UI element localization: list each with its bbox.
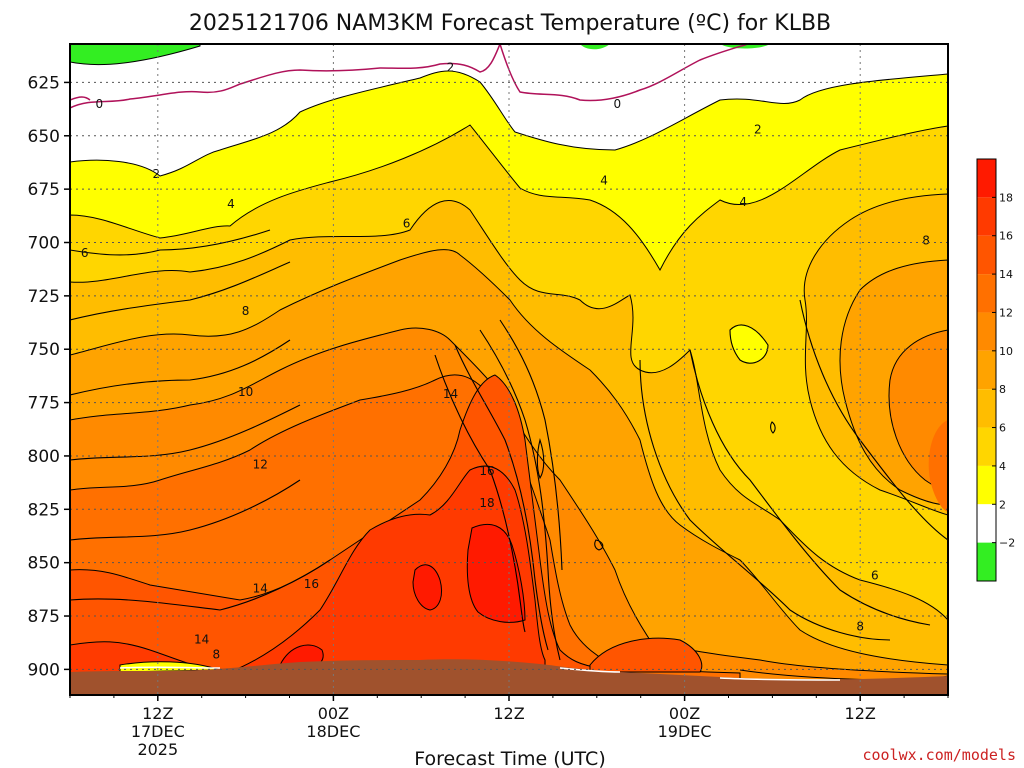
colorbar: 18 16 14 12 10 8 6 4 2 −2 [976, 158, 1015, 582]
contour-label: 6 [871, 568, 879, 582]
colorbar-swatch [977, 350, 996, 390]
contour-label: 14 [443, 387, 458, 401]
band-18-brightred [466, 523, 526, 623]
y-tick-label: 675 [28, 180, 60, 200]
colorbar-swatch [977, 389, 996, 428]
y-tick-label: 875 [28, 607, 60, 627]
colorbar-swatch [977, 197, 996, 236]
x-tick-label: 12Z [493, 704, 524, 723]
y-tick-label: 625 [28, 73, 60, 93]
colorbar-label: 16 [999, 230, 1013, 243]
contour-label: 4 [227, 197, 235, 211]
x-tick-label: 00Z [669, 704, 700, 723]
contour-labels: 2002244466881012141618141614868 [81, 60, 930, 661]
colorbar-swatch [977, 312, 996, 351]
band-16-lowright [589, 637, 703, 673]
colorbar-label: 6 [999, 422, 1006, 435]
colorbar-label: 14 [999, 268, 1013, 281]
temperature-field [70, 44, 948, 695]
contour-label: 14 [253, 581, 268, 595]
y-tick-label: 800 [28, 447, 60, 467]
colorbar-swatch [977, 235, 996, 275]
y-tick-label: 725 [28, 287, 60, 307]
y-tick-label: 700 [28, 234, 60, 254]
band-12-right [928, 420, 948, 512]
contour-label: 6 [81, 246, 89, 260]
contour-label: 0 [613, 97, 621, 111]
x-tick-date: 17DEC [131, 722, 185, 741]
colorbar-swatch [977, 427, 996, 466]
contour-label: 0 [95, 97, 103, 111]
contour-label: 14 [194, 633, 209, 647]
band-18-brightred [412, 564, 443, 611]
colorbar-swatch [977, 159, 996, 198]
x-tick-year: 2025 [137, 740, 178, 759]
contour-label: 6 [403, 216, 411, 230]
contour-label: 2 [754, 122, 762, 136]
contour-label: 8 [922, 233, 930, 247]
colorbar-label: 12 [999, 306, 1013, 319]
freezing-line [70, 44, 501, 109]
freezing-line [70, 96, 91, 101]
colorbar-label: −2 [999, 537, 1015, 550]
x-gridlines [157, 44, 861, 695]
contour-label: 2 [153, 167, 161, 181]
x-tick-label: 12Z [845, 704, 876, 723]
x-axis-label: Forecast Time (UTC) [414, 748, 605, 768]
contour-lines [70, 229, 948, 681]
y-tick-label: 850 [28, 554, 60, 574]
x-tick-label: 12Z [142, 704, 173, 723]
colorbar-label: 18 [999, 191, 1013, 204]
contour-label: 4 [739, 195, 747, 209]
ground-fill [70, 659, 948, 695]
colorbar-swatch [977, 274, 996, 313]
contour-label: 16 [304, 577, 319, 591]
contour-label: 8 [213, 647, 221, 661]
x-tick-date: 19DEC [658, 722, 712, 741]
contour-label: 10 [238, 385, 253, 399]
contour-label: 4 [600, 174, 608, 188]
contour-label: 8 [242, 304, 250, 318]
colorbar-swatch [977, 542, 996, 581]
colorbar-label: 10 [999, 345, 1013, 358]
y-axis: 625 650 675 700 725 750 775 800 825 850 875 900 [28, 73, 70, 680]
y-tick-label: 650 [28, 127, 60, 147]
contour-label: 18 [479, 496, 494, 510]
chart-title: 2025121706 NAM3KM Forecast Temperature (… [189, 11, 831, 36]
freezing-line [499, 44, 749, 102]
x-tick-label: 00Z [318, 704, 349, 723]
contour-label: 12 [253, 457, 268, 471]
y-tick-label: 775 [28, 394, 60, 414]
colorbar-swatch [977, 504, 996, 543]
x-tick-date: 18DEC [306, 722, 360, 741]
y-tick-label: 750 [28, 340, 60, 360]
colorbar-swatch [977, 465, 996, 505]
contour-label: 2 [447, 60, 455, 74]
credit-link[interactable]: coolwx.com/models [862, 746, 1016, 764]
band-green [720, 44, 770, 49]
colorbar-frame [976, 158, 997, 582]
colorbar-label: 4 [999, 460, 1006, 473]
colorbar-label: 2 [999, 498, 1006, 511]
colorbar-label: 8 [999, 383, 1006, 396]
band-green [580, 44, 610, 50]
y-tick-label: 900 [28, 660, 60, 680]
band-green [70, 44, 201, 66]
y-tick-label: 825 [28, 500, 60, 520]
contour-label: 16 [479, 464, 494, 478]
ground-edge [119, 666, 841, 681]
